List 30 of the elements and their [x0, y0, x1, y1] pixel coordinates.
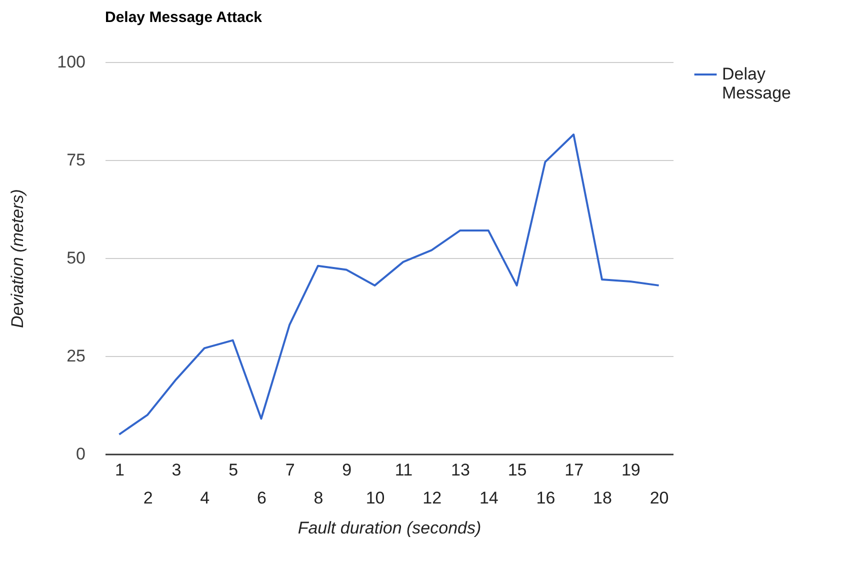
- y-tick-label: 25: [66, 346, 86, 366]
- x-tick-label: 6: [256, 488, 266, 508]
- x-tick-label: 4: [200, 488, 210, 508]
- x-tick-label: 11: [394, 460, 413, 480]
- x-tick-label: 18: [593, 488, 612, 508]
- x-tick-label: 10: [366, 488, 385, 508]
- legend-label: Delay Message: [722, 64, 791, 102]
- line-series: [118, 134, 660, 436]
- x-tick-label: 20: [650, 488, 669, 508]
- y-axis-title: Deviation (meters): [8, 189, 28, 328]
- x-tick-label: 5: [228, 460, 238, 480]
- x-tick-label: 3: [172, 460, 182, 480]
- y-tick-label: 100: [57, 52, 86, 72]
- x-tick-label: 12: [422, 488, 442, 508]
- x-tick-label: 19: [621, 460, 640, 480]
- x-axis-title: Fault duration (seconds): [298, 518, 482, 538]
- x-tick-label: 7: [285, 460, 295, 480]
- y-tick-label: 50: [66, 248, 86, 268]
- y-tick-label: 75: [66, 150, 86, 170]
- x-tick-label: 2: [143, 488, 153, 508]
- x-tick-label: 16: [536, 488, 556, 508]
- x-tick-label: 1: [114, 460, 124, 480]
- x-tick-label: 15: [508, 460, 527, 480]
- x-tick-label: 8: [314, 488, 324, 508]
- x-tick-label: 17: [564, 460, 584, 480]
- x-tick-label: 13: [451, 460, 470, 480]
- chart-title: Delay Message Attack: [105, 9, 263, 26]
- x-tick-label: 14: [479, 488, 498, 508]
- x-tick-label: 9: [342, 460, 352, 480]
- y-tick-label: 0: [76, 444, 86, 464]
